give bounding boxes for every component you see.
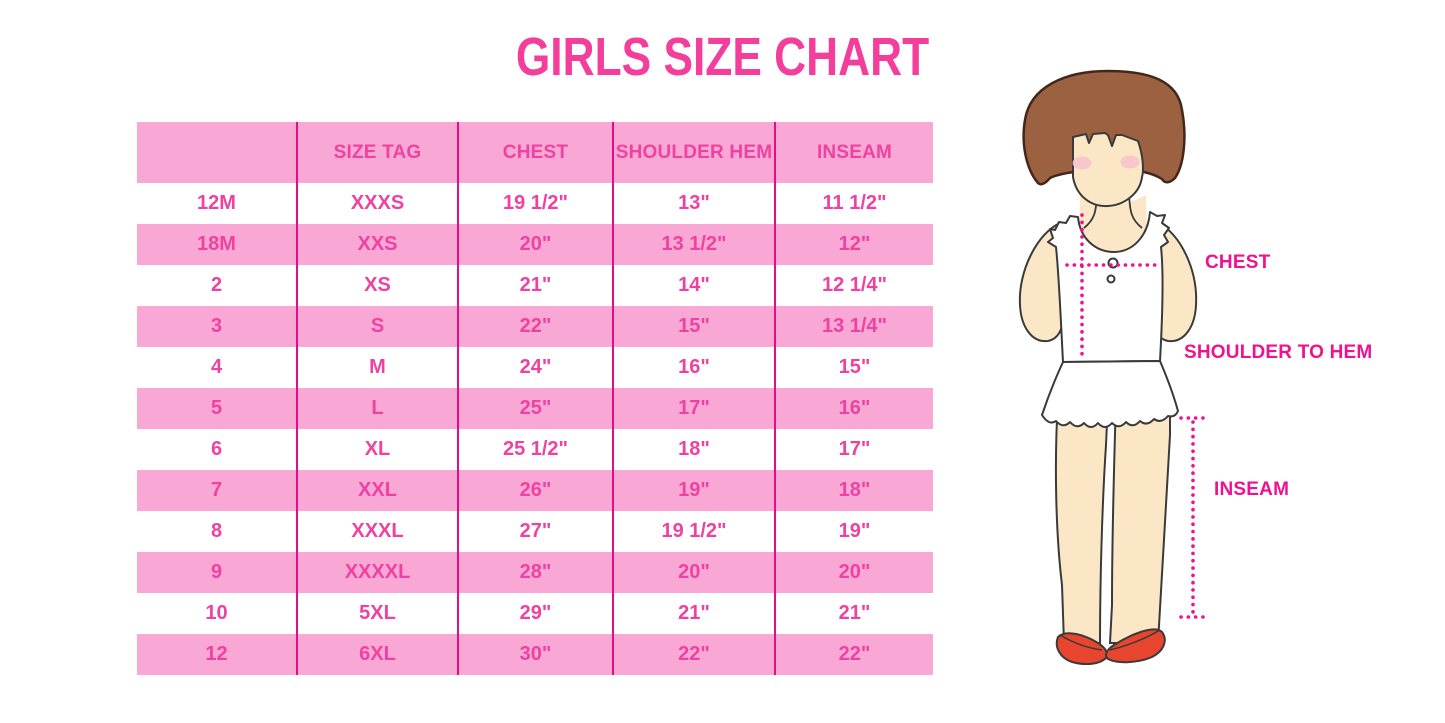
value-cell: 30" <box>457 634 613 675</box>
size-cell: 12M <box>197 192 236 214</box>
value-cell: 20" <box>457 224 613 265</box>
table-row: 7 XXL 26" 19" 18" <box>137 470 933 511</box>
value-cell: 19 1/2" <box>457 183 613 224</box>
right-shoe-strap <box>1109 629 1161 651</box>
value-cell: M <box>296 347 458 388</box>
size-cell: 3 <box>210 315 223 337</box>
value-cell: 13" <box>612 183 775 224</box>
bodice <box>1047 211 1170 363</box>
value-cell: 22" <box>774 634 933 675</box>
header-shoulder-hem: SHOULDER HEM <box>612 122 775 183</box>
value-cell: 6XL <box>296 634 458 675</box>
skirt <box>1041 360 1179 428</box>
value-cell: 17" <box>612 388 775 429</box>
table-row: 18M XXS 20" 13 1/2" 12" <box>137 224 933 265</box>
right-shoe <box>1105 628 1166 664</box>
value-cell: 15" <box>774 347 933 388</box>
size-chart-table: SIZE TAG CHEST SHOULDER HEM INSEAM 12M XX… <box>137 122 933 675</box>
table-row: 12 6XL 30" 22" 22" <box>137 634 933 675</box>
table-row: 4 M 24" 16" 15" <box>137 347 933 388</box>
blush-right <box>1120 155 1140 169</box>
table-row: 10 5XL 29" 21" 21" <box>137 593 933 634</box>
left-leg <box>1054 399 1110 644</box>
value-cell: 21" <box>612 593 775 634</box>
value-cell: XS <box>296 265 458 306</box>
value-cell: XXXL <box>296 511 458 552</box>
page-title: GIRLS SIZE CHART <box>515 27 930 87</box>
value-cell: 17" <box>774 429 933 470</box>
value-cell: XL <box>296 429 458 470</box>
value-cell: L <box>296 388 458 429</box>
value-cell: 18" <box>612 429 775 470</box>
header-chest: CHEST <box>457 122 613 183</box>
size-cell: 5 <box>210 397 223 419</box>
girl-illustration <box>1018 69 1207 665</box>
value-cell: 14" <box>612 265 775 306</box>
left-shoe-strap <box>1059 634 1103 651</box>
value-cell: 21" <box>774 593 933 634</box>
size-cell: 12 <box>205 643 228 665</box>
size-cell: 10 <box>205 602 228 624</box>
value-cell: XXS <box>296 224 458 265</box>
value-cell: 20" <box>612 552 775 593</box>
inseam-label: INSEAM <box>1214 479 1290 500</box>
value-cell: 12 1/4" <box>774 265 933 306</box>
face <box>1072 132 1144 208</box>
value-cell: 5XL <box>296 593 458 634</box>
value-cell: 25" <box>457 388 613 429</box>
value-cell: 19" <box>612 470 775 511</box>
value-cell: 18" <box>774 470 933 511</box>
value-cell: XXL <box>296 470 458 511</box>
header-inseam: INSEAM <box>774 122 933 183</box>
value-cell: 24" <box>457 347 613 388</box>
value-cell: 22" <box>457 306 613 347</box>
table-row: 3 S 22" 15" 13 1/4" <box>137 306 933 347</box>
value-cell: 26" <box>457 470 613 511</box>
size-cell: 4 <box>210 356 223 378</box>
button-bottom <box>1106 274 1116 284</box>
value-cell: S <box>296 306 458 347</box>
size-table-body: 12M XXXS 19 1/2" 13" 11 1/2" 18M XXS 20" 13 1/2"… <box>137 183 933 675</box>
blush-left <box>1072 156 1092 170</box>
value-cell: 12" <box>774 224 933 265</box>
value-cell: 25 1/2" <box>457 429 613 470</box>
size-chart: SIZE TAG CHEST SHOULDER HEM INSEAM 12M XX… <box>137 122 933 675</box>
value-cell: 13 1/2" <box>612 224 775 265</box>
chest-label: CHEST <box>1205 252 1271 273</box>
size-cell: 7 <box>210 479 223 501</box>
value-cell: 20" <box>774 552 933 593</box>
size-cell: 9 <box>210 561 223 583</box>
table-row: 12M XXXS 19 1/2" 13" 11 1/2" <box>137 183 933 224</box>
table-row: 2 XS 21" 14" 12 1/4" <box>137 265 933 306</box>
value-cell: 16" <box>774 388 933 429</box>
header-row: SIZE TAG CHEST SHOULDER HEM INSEAM <box>137 122 933 183</box>
value-cell: 27" <box>457 511 613 552</box>
header-size-tag: SIZE TAG <box>296 122 458 183</box>
value-cell: 22" <box>612 634 775 675</box>
table-row: 9 XXXXL 28" 20" 20" <box>137 552 933 593</box>
value-cell: 19 1/2" <box>612 511 775 552</box>
size-cell: 2 <box>210 274 223 296</box>
size-cell: 6 <box>210 438 223 460</box>
value-cell: 29" <box>457 593 613 634</box>
value-cell: 11 1/2" <box>774 183 933 224</box>
value-cell: 16" <box>612 347 775 388</box>
value-cell: 13 1/4" <box>774 306 933 347</box>
table-row: 6 XL 25 1/2" 18" 17" <box>137 429 933 470</box>
right-leg <box>1108 393 1171 644</box>
header-empty <box>137 122 297 183</box>
size-cell: 18M <box>197 233 236 255</box>
size-cell: 8 <box>210 520 223 542</box>
value-cell: XXXS <box>296 183 458 224</box>
value-cell: 28" <box>457 552 613 593</box>
value-cell: 15" <box>612 306 775 347</box>
table-header: SIZE TAG CHEST SHOULDER HEM INSEAM <box>137 122 933 183</box>
value-cell: 19" <box>774 511 933 552</box>
shoulder-to-hem-label: SHOULDER TO HEM <box>1184 342 1373 363</box>
table-row: 5 L 25" 17" 16" <box>137 388 933 429</box>
table-row: 8 XXXL 27" 19 1/2" 19" <box>137 511 933 552</box>
value-cell: 21" <box>457 265 613 306</box>
value-cell: XXXXL <box>296 552 458 593</box>
